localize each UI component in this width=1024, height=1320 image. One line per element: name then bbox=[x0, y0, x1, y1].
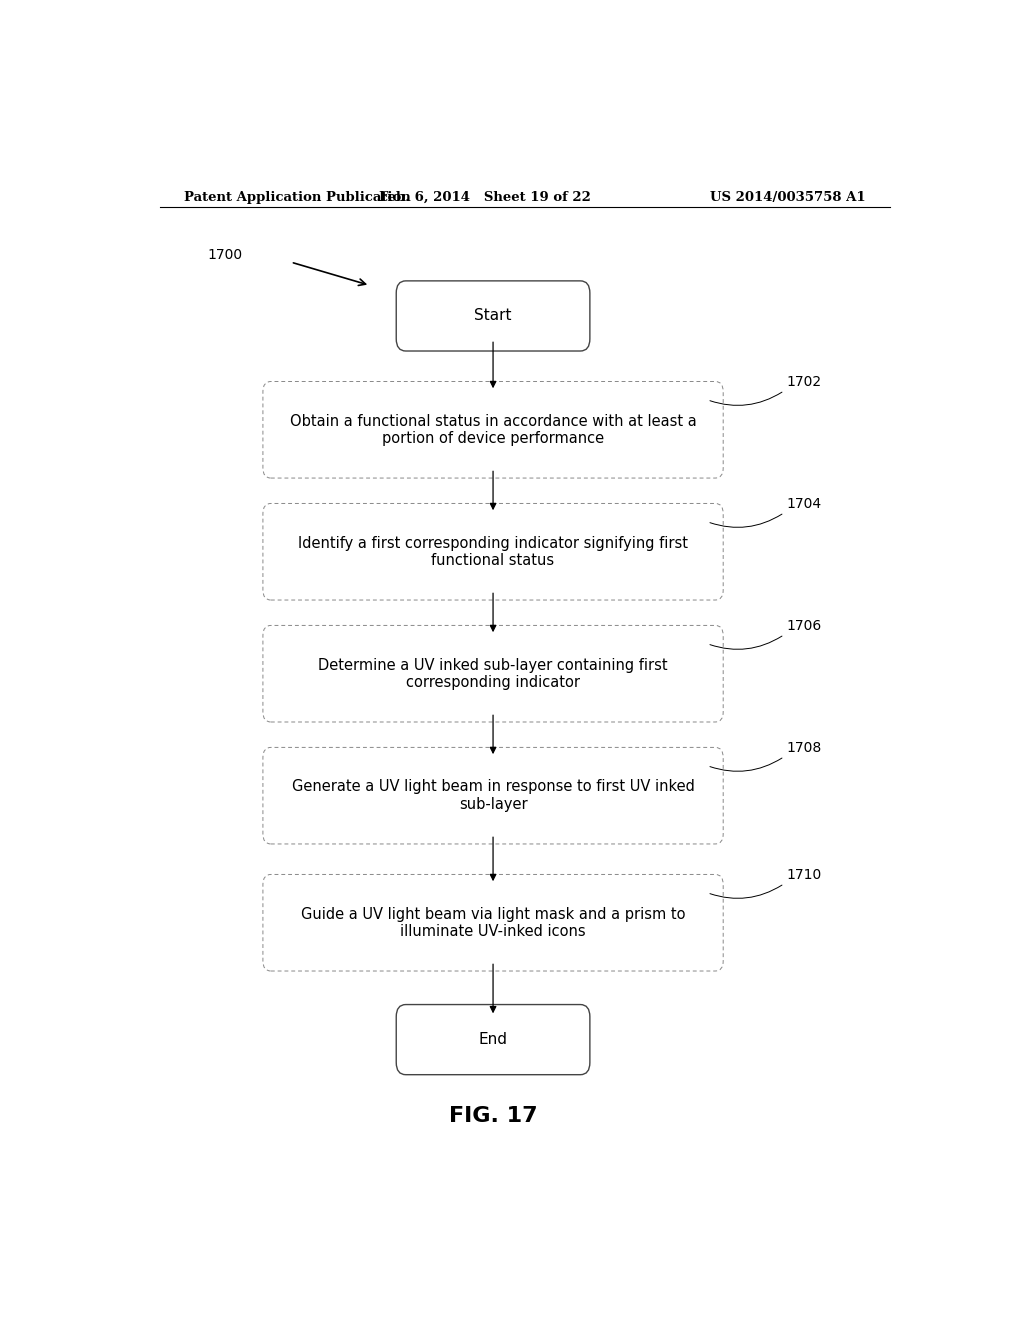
FancyBboxPatch shape bbox=[396, 281, 590, 351]
Text: FIG. 17: FIG. 17 bbox=[449, 1106, 538, 1126]
FancyBboxPatch shape bbox=[263, 747, 723, 843]
Text: 1708: 1708 bbox=[786, 741, 822, 755]
Text: 1700: 1700 bbox=[207, 248, 243, 261]
Text: US 2014/0035758 A1: US 2014/0035758 A1 bbox=[711, 190, 866, 203]
Text: Obtain a functional status in accordance with at least a
portion of device perfo: Obtain a functional status in accordance… bbox=[290, 413, 696, 446]
FancyBboxPatch shape bbox=[263, 626, 723, 722]
Text: 1704: 1704 bbox=[786, 496, 822, 511]
Text: Guide a UV light beam via light mask and a prism to
illuminate UV-inked icons: Guide a UV light beam via light mask and… bbox=[301, 907, 685, 939]
Text: Feb. 6, 2014   Sheet 19 of 22: Feb. 6, 2014 Sheet 19 of 22 bbox=[379, 190, 591, 203]
FancyBboxPatch shape bbox=[263, 503, 723, 601]
Text: 1702: 1702 bbox=[786, 375, 822, 388]
Text: 1710: 1710 bbox=[786, 867, 822, 882]
Text: Start: Start bbox=[474, 309, 512, 323]
FancyBboxPatch shape bbox=[263, 874, 723, 972]
Text: Identify a first corresponding indicator signifying first
functional status: Identify a first corresponding indicator… bbox=[298, 536, 688, 568]
Text: 1706: 1706 bbox=[786, 619, 822, 632]
Text: Patent Application Publication: Patent Application Publication bbox=[183, 190, 411, 203]
FancyBboxPatch shape bbox=[396, 1005, 590, 1074]
Text: Generate a UV light beam in response to first UV inked
sub-layer: Generate a UV light beam in response to … bbox=[292, 780, 694, 812]
Text: Determine a UV inked sub-layer containing first
corresponding indicator: Determine a UV inked sub-layer containin… bbox=[318, 657, 668, 690]
FancyBboxPatch shape bbox=[263, 381, 723, 478]
Text: End: End bbox=[478, 1032, 508, 1047]
